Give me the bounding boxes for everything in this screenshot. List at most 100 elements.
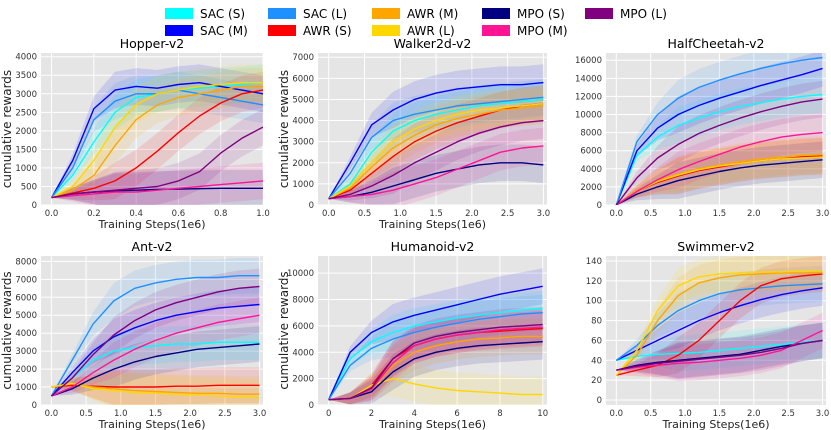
band-sac-s: [616, 322, 823, 372]
y-tick-label: 6000: [15, 293, 37, 303]
series-line-sac-l: [328, 96, 544, 200]
panel-walker2d-v2: 0 1000 2000 3000 4000 5000 6000 7000 0.0 0.5 1.0 1.…: [277, 36, 550, 231]
x-tick-label: 2.5: [781, 209, 795, 219]
chart-title: HalfCheetah-v2: [668, 36, 765, 51]
series-line-mpo-l: [328, 119, 544, 200]
series-line-mpo-l: [328, 323, 543, 401]
series-line-mpo-s: [328, 341, 543, 401]
x-tick-label: 1.5: [149, 409, 163, 419]
band-mpo-l: [51, 268, 260, 396]
band-mpo-l: [616, 80, 823, 205]
y-tick-label: 0: [309, 201, 314, 211]
panel-hopper-v2: 0 500 1000 1500 2000 2500 3000 3500 4000 0.0 0.2 0.…: [0, 36, 270, 231]
band-awr-m: [328, 318, 543, 405]
x-tick-label: 2: [369, 409, 374, 419]
band-mpo-s: [51, 170, 263, 205]
band-awr-m: [328, 87, 544, 199]
band-mpo-l: [328, 102, 544, 201]
series-line-awr-s: [51, 89, 263, 199]
x-tick-label: 6: [454, 409, 459, 419]
band-sac-l: [51, 257, 260, 396]
band-sac-m: [51, 286, 260, 396]
legend-item-awr-s: AWR (S): [268, 24, 352, 38]
band-awr-m: [616, 256, 823, 376]
x-tick-label: 0.0: [610, 409, 624, 419]
y-tick-label: 14000: [575, 74, 602, 84]
x-tick-label: 2.0: [465, 209, 479, 219]
y-axis-label: cumulative rewards: [277, 70, 291, 188]
series-line-mpo-s: [328, 162, 544, 200]
y-tick-label: 120: [586, 277, 602, 287]
y-tick-label: 4000: [292, 348, 314, 358]
legend-swatch: [585, 8, 613, 19]
y-tick-label: 140: [586, 257, 602, 267]
series-line-mpo-l: [616, 339, 823, 371]
series-group: [615, 53, 823, 205]
y-tick-label: 7000: [15, 275, 37, 285]
y-tick-label: 8000: [15, 257, 37, 267]
y-tick-label: 3000: [15, 90, 37, 100]
chart-title: Walker2d-v2: [394, 36, 472, 51]
series-line-awr-m: [615, 272, 823, 376]
band-sac-m: [328, 268, 543, 400]
legend-label: SAC (M): [200, 24, 248, 38]
series-line-mpo-m: [328, 326, 543, 401]
x-tick-label: 0.5: [644, 209, 658, 219]
series-line-sac-s: [616, 339, 823, 361]
y-tick-label: 60: [591, 336, 602, 346]
series-line-mpo-l: [50, 285, 260, 397]
band-sac-m: [616, 53, 823, 205]
x-tick-label: 0.0: [45, 209, 59, 219]
x-axis-label: Training Steps(1e6): [97, 218, 205, 231]
band-awr-l: [616, 256, 823, 376]
y-tick-label: 4000: [15, 53, 37, 63]
x-tick-label: 3.0: [816, 209, 830, 219]
y-tick-label: 12000: [575, 92, 602, 102]
x-tick-label: 3.0: [537, 209, 551, 219]
band-sac-l: [328, 294, 543, 400]
x-tick-label: 0.5: [644, 409, 658, 419]
band-sac-l: [616, 265, 823, 361]
y-tick-label: 20: [591, 376, 602, 386]
x-tick-label: 2.0: [747, 409, 761, 419]
y-tick-label: 4000: [580, 165, 602, 175]
y-tick-label: 2000: [580, 183, 602, 193]
series-line-awr-l: [328, 103, 544, 200]
legend-label: AWR (S): [303, 24, 352, 38]
series-line-awr-m: [51, 382, 260, 395]
legend-swatch: [372, 25, 400, 36]
x-tick-label: 0.8: [214, 209, 228, 219]
band-mpo-s: [328, 323, 543, 405]
legend-item-mpo-m: MPO (M): [482, 24, 568, 38]
x-tick-label: 1.0: [678, 209, 692, 219]
y-tick-label: 3500: [15, 71, 37, 81]
chart-title: Swimmer-v2: [677, 239, 755, 254]
y-tick-label: 4000: [15, 329, 37, 339]
y-tick-label: 1000: [15, 383, 37, 393]
legend: SAC (S) SAC (M) SAC (L) AWR (S) AWR (M) AWR (…: [165, 7, 667, 38]
legend-label: MPO (L): [620, 7, 667, 21]
x-tick-label: 2.0: [183, 409, 197, 419]
legend-item-sac-l: SAC (L): [268, 7, 347, 21]
legend-item-mpo-l: MPO (L): [585, 7, 667, 21]
band-sac-m: [51, 64, 263, 198]
series-line-mpo-l: [615, 98, 823, 205]
panel-ant-v2: 0 1000 2000 3000 4000 5000 6000 7000 8000 0.0 0.5 1…: [0, 239, 266, 430]
series-line-sac-s: [328, 308, 543, 401]
y-tick-label: 3000: [292, 138, 314, 148]
y-tick-label: 5000: [292, 95, 314, 105]
band-sac-l: [51, 71, 263, 198]
series-group: [50, 64, 263, 205]
y-tick-label: 0: [32, 201, 37, 211]
x-tick-label: 1.5: [713, 409, 727, 419]
x-tick-label: 1.0: [678, 409, 692, 419]
legend-swatch: [268, 25, 296, 36]
series-line-sac-m: [50, 81, 263, 198]
y-tick-label: 10000: [287, 269, 314, 279]
series-line-awr-l: [328, 377, 543, 401]
x-tick-label: 2.5: [781, 409, 795, 419]
series-line-sac-s: [50, 341, 260, 397]
band-mpo-m: [51, 297, 260, 396]
series-line-sac-s: [615, 93, 823, 205]
band-awr-s: [51, 71, 263, 201]
